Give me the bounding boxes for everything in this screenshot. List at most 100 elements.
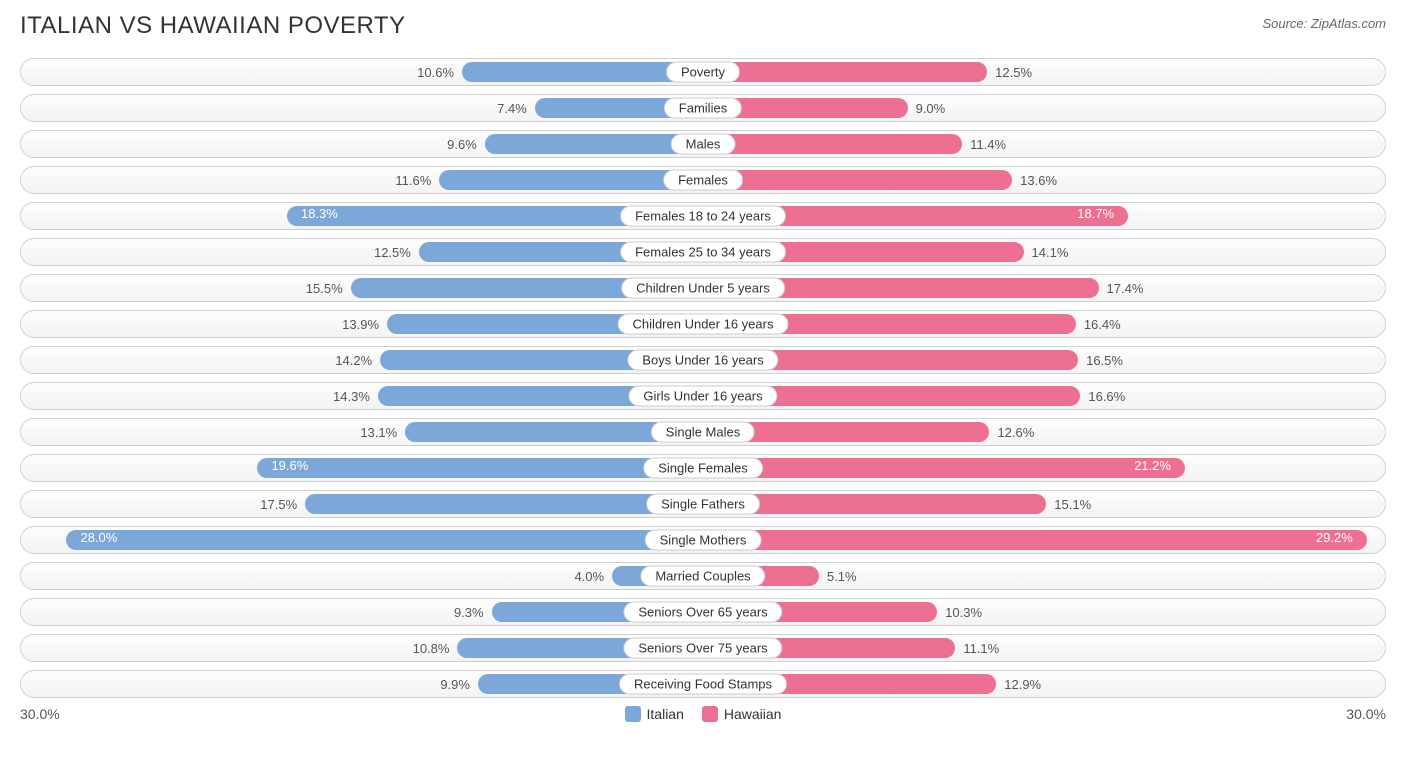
value-label-italian: 9.6%: [439, 137, 485, 152]
row-right-half: 12.5%: [703, 59, 1385, 85]
axis-max-right: 30.0%: [1346, 706, 1386, 722]
row-left-half: 13.9%: [21, 311, 703, 337]
chart-row: 12.5%14.1%Females 25 to 34 years: [20, 238, 1386, 266]
value-label-hawaiian: 5.1%: [819, 569, 865, 584]
bar-italian: [305, 494, 703, 514]
chart-footer: 30.0% Italian Hawaiian 30.0%: [20, 706, 1386, 722]
value-label-italian: 14.2%: [327, 353, 380, 368]
chart-row: 10.6%12.5%Poverty: [20, 58, 1386, 86]
chart-row: 14.3% 16.6% Girls Under 16 years: [20, 382, 1386, 410]
row-left-half: 7.4%: [21, 95, 703, 121]
row-left-half: 14.2%: [21, 347, 703, 373]
row-right-half: 21.2%: [703, 455, 1385, 481]
row-left-half: 18.3%: [21, 203, 703, 229]
chart-source: Source: ZipAtlas.com: [1262, 16, 1386, 31]
row-left-half: 19.6%: [21, 455, 703, 481]
row-right-half: 29.2%: [703, 527, 1385, 553]
row-left-half: 13.1%: [21, 419, 703, 445]
value-label-italian: 9.9%: [432, 677, 478, 692]
row-left-half: 14.3%: [21, 383, 703, 409]
chart-header: ITALIAN VS HAWAIIAN POVERTY Source: ZipA…: [20, 12, 1386, 40]
category-pill: Single Females: [643, 458, 763, 479]
row-left-half: 10.8%: [21, 635, 703, 661]
chart-row: 18.3%18.7%Females 18 to 24 years: [20, 202, 1386, 230]
category-pill: Married Couples: [640, 566, 765, 587]
row-right-half: 11.1%: [703, 635, 1385, 661]
row-right-half: 16.4%: [703, 311, 1385, 337]
chart-row: 4.0% 5.1% Married Couples: [20, 562, 1386, 590]
chart-row: 7.4%9.0%Families: [20, 94, 1386, 122]
value-label-italian: 19.6%: [263, 458, 316, 473]
axis-max-left: 30.0%: [20, 706, 60, 722]
value-label-hawaiian: 29.2%: [1308, 530, 1361, 545]
value-label-italian: 10.8%: [405, 641, 458, 656]
category-pill: Children Under 16 years: [618, 314, 789, 335]
chart-row: 10.8%11.1%Seniors Over 75 years: [20, 634, 1386, 662]
row-left-half: 10.6%: [21, 59, 703, 85]
value-label-italian: 13.1%: [352, 425, 405, 440]
chart-row: 13.9% 16.4% Children Under 16 years: [20, 310, 1386, 338]
row-left-half: 12.5%: [21, 239, 703, 265]
bar-italian: 28.0%: [66, 530, 703, 550]
category-pill: Boys Under 16 years: [627, 350, 778, 371]
value-label-italian: 12.5%: [366, 245, 419, 260]
row-right-half: 14.1%: [703, 239, 1385, 265]
chart-row: 14.2% 16.5%Boys Under 16 years: [20, 346, 1386, 374]
chart-title: ITALIAN VS HAWAIIAN POVERTY: [20, 12, 406, 40]
category-pill: Receiving Food Stamps: [619, 674, 787, 695]
value-label-italian: 7.4%: [489, 101, 535, 116]
value-label-hawaiian: 17.4%: [1099, 281, 1152, 296]
category-pill: Single Mothers: [645, 530, 762, 551]
legend-label-italian: Italian: [647, 706, 684, 722]
category-pill: Single Males: [651, 422, 755, 443]
value-label-hawaiian: 15.1%: [1046, 497, 1099, 512]
bar-hawaiian: 21.2%: [703, 458, 1185, 478]
value-label-italian: 14.3%: [325, 389, 378, 404]
chart-row: 28.0% 29.2% Single Mothers: [20, 526, 1386, 554]
value-label-hawaiian: 9.0%: [908, 101, 954, 116]
row-left-half: 9.3%: [21, 599, 703, 625]
category-pill: Poverty: [666, 62, 740, 83]
legend-item-italian: Italian: [625, 706, 684, 722]
value-label-hawaiian: 16.6%: [1080, 389, 1133, 404]
row-left-half: 4.0%: [21, 563, 703, 589]
row-right-half: 12.9%: [703, 671, 1385, 697]
value-label-hawaiian: 11.1%: [955, 641, 1007, 656]
row-left-half: 17.5%: [21, 491, 703, 517]
row-right-half: 11.4%: [703, 131, 1385, 157]
bar-hawaiian: [703, 134, 962, 154]
row-right-half: 5.1%: [703, 563, 1385, 589]
value-label-hawaiian: 12.6%: [989, 425, 1042, 440]
row-right-half: 17.4%: [703, 275, 1385, 301]
row-right-half: 15.1%: [703, 491, 1385, 517]
chart-row: 9.3%10.3%Seniors Over 65 years: [20, 598, 1386, 626]
row-right-half: 16.5%: [703, 347, 1385, 373]
category-pill: Girls Under 16 years: [628, 386, 777, 407]
value-label-italian: 15.5%: [298, 281, 351, 296]
value-label-italian: 13.9%: [334, 317, 387, 332]
row-left-half: 11.6%: [21, 167, 703, 193]
row-left-half: 28.0%: [21, 527, 703, 553]
legend-swatch-hawaiian: [702, 706, 718, 722]
category-pill: Single Fathers: [646, 494, 760, 515]
bar-italian: 19.6%: [257, 458, 703, 478]
chart-row: 9.6%11.4%Males: [20, 130, 1386, 158]
value-label-hawaiian: 10.3%: [937, 605, 990, 620]
value-label-italian: 17.5%: [252, 497, 305, 512]
chart-legend: Italian Hawaiian: [625, 706, 782, 722]
value-label-hawaiian: 13.6%: [1012, 173, 1065, 188]
value-label-hawaiian: 16.4%: [1076, 317, 1129, 332]
value-label-italian: 18.3%: [293, 206, 346, 221]
value-label-italian: 28.0%: [72, 530, 125, 545]
value-label-italian: 9.3%: [446, 605, 492, 620]
value-label-hawaiian: 14.1%: [1024, 245, 1077, 260]
value-label-italian: 4.0%: [566, 569, 612, 584]
diverging-bar-chart: 10.6%12.5%Poverty7.4%9.0%Families9.6%11.…: [20, 58, 1386, 698]
chart-row: 15.5%17.4%Children Under 5 years: [20, 274, 1386, 302]
chart-row: 13.1% 12.6% Single Males: [20, 418, 1386, 446]
row-right-half: 13.6%: [703, 167, 1385, 193]
row-right-half: 18.7%: [703, 203, 1385, 229]
bar-hawaiian: [703, 170, 1012, 190]
row-right-half: 12.6%: [703, 419, 1385, 445]
chart-row: 19.6% 21.2%Single Females: [20, 454, 1386, 482]
